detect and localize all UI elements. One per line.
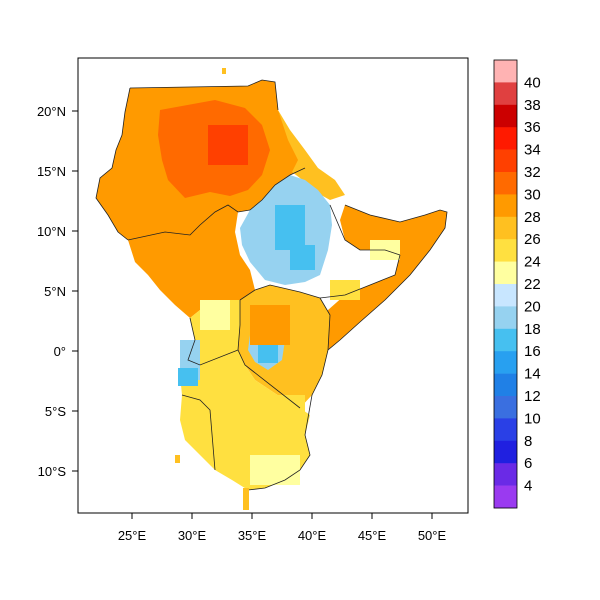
border-line [249,167,306,211]
colorbar-label: 14 [524,366,541,383]
light-patch [250,455,300,485]
lon-tick-label: 25°E [118,528,147,543]
colorbar-swatch [494,216,517,240]
light-patch [270,395,305,445]
plot-frame [77,57,469,514]
horn-region [325,205,447,350]
colorbar-label: 32 [524,164,541,181]
border-line [95,87,131,241]
colorbar-swatch [494,284,517,307]
colorbar-swatch [494,149,517,173]
colorbar-swatch [494,60,517,83]
shading-patches [178,125,400,485]
colorbar: 40 38 36 34 32 30 28 26 24 22 20 18 16 14 12 10 8 6 4 [493,59,541,509]
islands [175,68,249,510]
country-borders [95,79,448,491]
colorbar-label: 16 [524,343,541,360]
colorbar-swatch [494,396,517,419]
colorbar-label: 6 [524,455,532,472]
colorbar-label: 8 [524,433,532,450]
island [243,488,249,510]
colorbar-label: 40 [524,74,541,91]
red-sea-coast-region [278,110,345,200]
border-line [247,204,448,491]
colorbar-label: 38 [524,97,541,114]
border-line [319,254,401,299]
lat-tick-label: 20°N [37,104,66,119]
colorbar-swatch [494,485,517,509]
lon-axis: 25°E 30°E 35°E 40°E 45°E 50°E [118,513,447,543]
lat-tick-label: 10°N [37,224,66,239]
colorbar-label: 18 [524,321,541,338]
colorbar-swatch [494,104,517,128]
colorbar-label: 26 [524,231,541,248]
colorbar-swatch [494,239,517,262]
lat-tick-label: 15°N [37,164,66,179]
border-line [129,79,279,111]
cool-patch [178,368,198,386]
warm-patch [250,305,290,345]
colorbar-label: 22 [524,276,541,293]
colorbar-swatch [494,172,517,195]
colorbar-label: 30 [524,186,541,203]
colorbar-label: 34 [524,142,541,159]
colorbar-label: 4 [524,478,532,495]
lon-tick-label: 50°E [418,528,447,543]
colorbar-swatch [494,194,517,218]
lon-tick-label: 35°E [238,528,267,543]
warm-patch [208,125,248,165]
cool-patch [275,205,305,250]
colorbar-frame [493,59,518,509]
colorbar-label: 28 [524,209,541,226]
lat-tick-label: 0° [54,344,66,359]
colorbar-label: 36 [524,119,541,136]
light-patch [200,300,230,330]
light-patch [330,280,360,300]
lat-axis: 20°N 15°N 10°N 5°N 0° 5°S 10°S [37,104,78,479]
border-line [127,204,251,241]
colorbar-label: 24 [524,254,541,271]
colorbar-label: 20 [524,298,541,315]
border-line [239,284,321,301]
colorbar-swatch [494,127,517,150]
colorbar-swatch [494,440,517,464]
colorbar-swatch [494,463,517,486]
lon-tick-label: 40°E [298,528,327,543]
lat-tick-label: 10°S [38,464,67,479]
lon-tick-label: 30°E [178,528,207,543]
colorbar-swatch [494,351,517,374]
colorbar-swatch [494,373,517,397]
border-line [329,204,401,256]
cool-patch [290,245,315,270]
island [175,455,180,463]
border-line [319,297,331,351]
colorbar-swatch [494,82,517,106]
colorbar-swatch [494,306,517,330]
lat-tick-label: 5°N [44,284,66,299]
colorbar-label: 12 [524,388,541,405]
lat-tick-label: 5°S [45,404,66,419]
colorbar-swatch [494,418,517,442]
colorbar-swatch [494,261,517,285]
cool-patch [258,345,278,363]
border-line [187,317,239,366]
colorbar-swatch [494,328,517,352]
colorbar-label: 10 [524,410,541,427]
island [222,68,226,74]
border-line [181,394,216,471]
lon-tick-label: 45°E [358,528,387,543]
